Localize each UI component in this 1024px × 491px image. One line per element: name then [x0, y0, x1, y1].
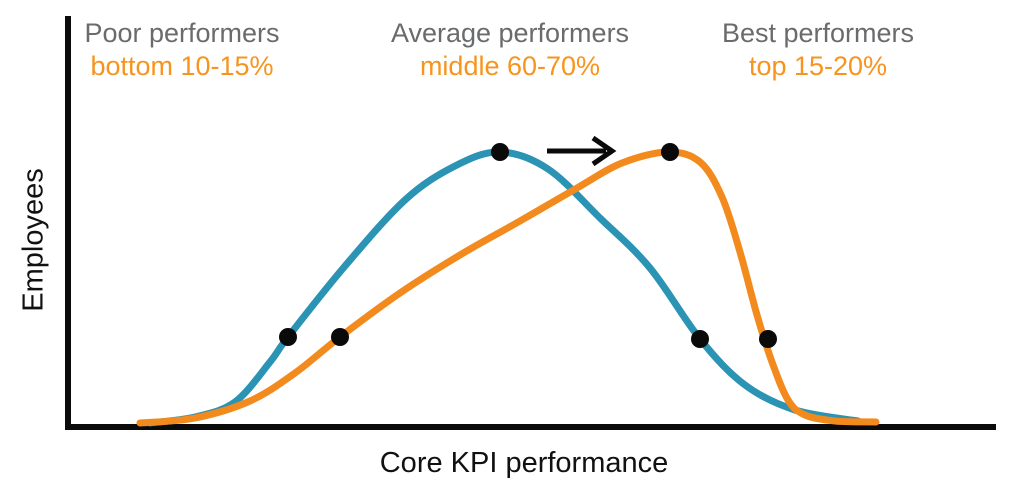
- curve-marker-dot: [279, 328, 297, 346]
- shift-right-arrow-head: [591, 135, 617, 167]
- annotation-average-performers: Average performers middle 60-70%: [391, 17, 629, 83]
- annotation-poor-performers: Poor performers bottom 10-15%: [84, 17, 279, 83]
- annotation-heading: Poor performers: [84, 18, 280, 48]
- orange-distribution-curve: [136, 148, 880, 427]
- annotation-subheading: top 15-20%: [748, 51, 888, 81]
- curve-marker-dot: [661, 143, 679, 161]
- curve-marker-dot: [491, 143, 509, 161]
- annotation-subheading: middle 60-70%: [419, 51, 601, 81]
- curve-marker-dot: [331, 328, 349, 346]
- curve-marker-dot: [691, 330, 709, 348]
- y-axis-label: Employees: [17, 168, 50, 312]
- annotation-best-performers: Best performers top 15-20%: [722, 17, 914, 83]
- x-axis-label: Core KPI performance: [379, 447, 669, 479]
- annotation-heading: Best performers: [721, 18, 915, 48]
- curve-marker-dot: [759, 330, 777, 348]
- annotation-subheading: bottom 10-15%: [90, 51, 274, 81]
- annotation-heading: Average performers: [390, 18, 630, 48]
- blue-distribution-curve: [146, 148, 862, 427]
